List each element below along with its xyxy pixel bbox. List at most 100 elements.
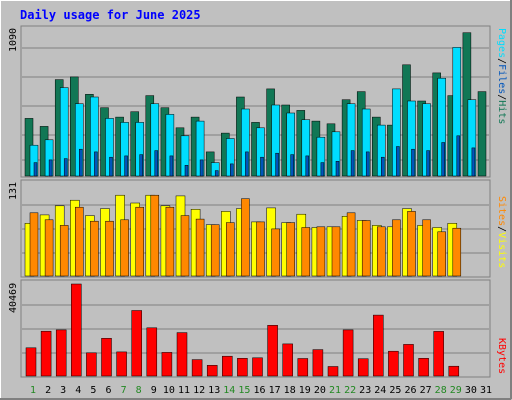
x-tick-label: 23 — [359, 385, 371, 396]
y-max-label-kbytes: 40469 — [8, 283, 19, 313]
x-tick-label: 12 — [193, 385, 205, 396]
pages-bar — [456, 135, 461, 177]
sites-bar — [331, 226, 341, 277]
sites-bar — [301, 227, 311, 277]
pages-bar — [396, 146, 400, 177]
sites-bar — [377, 226, 386, 277]
sites-bar — [226, 222, 235, 277]
kbytes-bar — [71, 283, 82, 377]
pages-bar — [350, 150, 355, 177]
x-tick-label: 30 — [465, 385, 477, 396]
kbytes-bar — [191, 359, 203, 377]
pages-bar — [335, 161, 340, 177]
pages-bar — [94, 151, 98, 177]
x-tick-label: 10 — [163, 385, 175, 396]
sites-bar — [150, 194, 160, 277]
pages-bar — [471, 147, 476, 177]
pages-bar — [230, 163, 234, 177]
pages-bar — [441, 142, 445, 177]
sites-bar — [135, 206, 144, 277]
sites-bar — [256, 221, 265, 277]
sites-bar — [422, 219, 431, 277]
legend-sep-3: / — [496, 226, 507, 232]
kbytes-bar — [418, 358, 429, 377]
kbytes-bar — [55, 329, 67, 377]
kbytes-bar — [116, 351, 127, 377]
kbytes-bar — [267, 325, 278, 377]
pages-bar — [275, 152, 279, 177]
legend-hits-files-pages: Pages/Files/Hits — [496, 28, 507, 124]
sites-bar — [105, 220, 114, 277]
x-tick-label: 18 — [284, 385, 296, 396]
pages-bar — [139, 154, 143, 177]
legend-hits: Hits — [496, 100, 507, 124]
x-tick-label: 26 — [404, 385, 416, 396]
kbytes-bar — [222, 355, 233, 377]
sites-bar — [195, 218, 205, 277]
sites-bar — [452, 227, 462, 277]
kbytes-bar — [388, 350, 399, 377]
x-tick-label: 27 — [420, 385, 432, 396]
x-tick-label: 21 — [329, 385, 341, 396]
sites-bar — [59, 225, 69, 277]
x-tick-label: 31 — [480, 385, 492, 396]
pages-bar — [48, 159, 53, 177]
x-tick-label: 2 — [45, 385, 51, 396]
kbytes-bar — [327, 366, 339, 377]
kbytes-bar — [206, 365, 218, 377]
legend-sep-1: / — [496, 58, 507, 64]
x-tick-label: 29 — [450, 385, 462, 396]
kbytes-bar — [252, 357, 263, 377]
chart-title: Daily usage for June 2025 — [20, 8, 201, 22]
kbytes-bar — [312, 349, 324, 377]
kbytes-bar — [237, 358, 248, 377]
kbytes-bar — [448, 365, 460, 377]
sites-bar — [90, 220, 99, 277]
sites-bar — [180, 215, 190, 277]
pages-bar — [169, 155, 174, 177]
x-tick-label: 13 — [208, 385, 220, 396]
sites-bar — [165, 206, 175, 277]
pages-bar — [426, 150, 430, 177]
sites-bar — [75, 206, 84, 277]
x-tick-label: 19 — [299, 385, 311, 396]
pages-bar — [305, 155, 310, 177]
sites-bar — [407, 211, 416, 277]
sites-bar — [44, 219, 54, 277]
sites-bar — [210, 224, 220, 277]
legend-kbytes-label: KBytes — [496, 338, 507, 374]
sites-bar — [29, 212, 39, 277]
pages-bar — [365, 151, 370, 177]
kbytes-bar — [131, 310, 142, 377]
pages-bar — [33, 162, 38, 177]
pages-bar — [109, 156, 113, 177]
x-tick-label: 16 — [253, 385, 265, 396]
x-tick-label: 17 — [269, 385, 281, 396]
pages-bar — [79, 148, 83, 177]
kbytes-bar — [357, 358, 369, 377]
kbytes-bar — [161, 352, 173, 377]
sites-bar — [271, 228, 280, 277]
legend-visits: Visits — [496, 232, 507, 268]
sites-bar — [286, 222, 295, 277]
pages-bar — [214, 170, 219, 177]
x-tick-label: 4 — [75, 385, 81, 396]
sites-bar — [437, 231, 446, 277]
y-max-label-hits: 1090 — [8, 28, 19, 52]
sites-bar — [392, 219, 401, 277]
legend-visits-sites: Sites/Visits — [496, 196, 507, 268]
x-tick-label: 3 — [60, 385, 66, 396]
pages-bar — [320, 162, 325, 177]
legend-sep-2: / — [496, 94, 507, 100]
legend-files: Files — [496, 64, 507, 94]
sites-bar — [241, 198, 250, 277]
x-axis-labels: 1 2 3 4 5 6 7 8 9 10 11 12 13 14 15 16 17 18 19 20 21 22 23 24 2… — [30, 385, 492, 396]
hits-bar — [477, 91, 487, 177]
sites-bar — [361, 220, 371, 277]
visits-sites-bars — [24, 194, 462, 277]
legend-pages: Pages — [496, 28, 507, 58]
legend-kbytes: KBytes — [496, 338, 507, 374]
sites-bar — [346, 212, 356, 277]
legend-sites: Sites — [496, 196, 507, 226]
